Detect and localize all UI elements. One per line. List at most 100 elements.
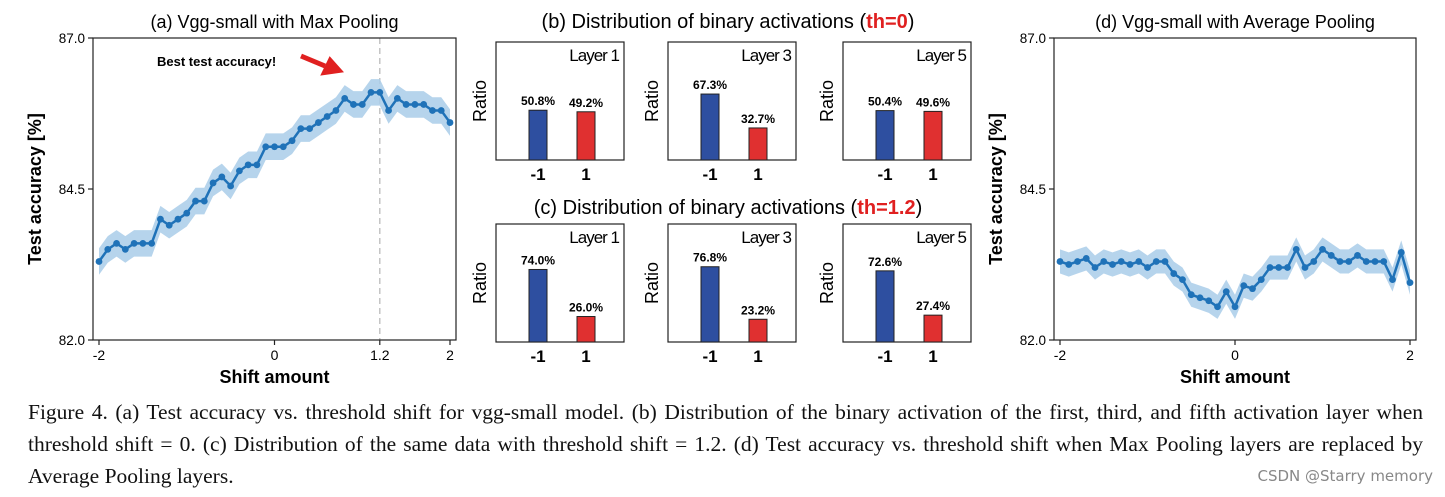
data-point — [1179, 276, 1186, 283]
data-point — [165, 221, 173, 229]
x-tick-label: 1.2 — [370, 347, 390, 363]
data-point — [1345, 258, 1353, 265]
x-tick-label: 1 — [928, 165, 937, 184]
data-point — [1074, 258, 1081, 265]
data-point — [1144, 264, 1151, 271]
panel-label: Layer 5 — [916, 228, 966, 247]
data-point — [1196, 294, 1204, 302]
panel-frame — [667, 223, 797, 343]
data-point — [446, 119, 454, 126]
chart-title: (c) Distribution of binary activations (… — [534, 197, 922, 219]
data-point — [1327, 252, 1335, 259]
data-point — [1187, 291, 1195, 299]
x-tick-label: 1 — [753, 347, 762, 366]
x-tick-label: -1 — [877, 347, 892, 366]
annotation-arrow-shaft — [300, 53, 326, 69]
y-axis-label: Ratio — [817, 80, 837, 122]
data-point — [244, 161, 252, 169]
chart-title: (b) Distribution of binary activations (… — [542, 11, 915, 33]
x-tick-label: -1 — [702, 347, 717, 366]
data-point — [1117, 258, 1125, 265]
bar — [576, 111, 596, 161]
x-tick-label: -2 — [1054, 347, 1067, 363]
data-point — [288, 137, 296, 145]
bar-value-label: 67.3% — [693, 78, 727, 92]
bar-value-label: 74.0% — [521, 253, 555, 267]
data-point — [1214, 303, 1221, 311]
bar-value-label: 23.2% — [741, 303, 775, 317]
data-point — [1126, 261, 1134, 268]
data-point — [358, 101, 366, 108]
panel-label: Layer 3 — [741, 228, 791, 247]
data-point — [1380, 258, 1388, 265]
bar — [748, 127, 768, 161]
bar-value-label: 50.4% — [868, 95, 902, 109]
bar — [700, 93, 720, 161]
panel-label: Layer 1 — [569, 228, 619, 247]
data-point — [402, 101, 410, 108]
bar-value-label: 27.4% — [916, 299, 950, 313]
data-point — [297, 125, 305, 132]
data-point — [367, 88, 375, 96]
bar-value-label: 32.7% — [741, 112, 775, 126]
y-tick-label: 84.5 — [59, 182, 85, 197]
x-tick-label: -1 — [702, 165, 717, 184]
bar-panel-1: Layer 1 Ratio 74.0% -1 26.0% 1 — [470, 223, 625, 366]
chart-a: (a) Vgg-small with Max Pooling 82.0 84.5 87… — [25, 12, 457, 387]
data-point — [262, 143, 270, 151]
y-tick-label: 82.0 — [59, 333, 85, 348]
data-point — [314, 119, 322, 126]
bar — [875, 110, 895, 161]
bar — [923, 314, 943, 343]
bar-panel-2: Layer 3 Ratio 76.8% -1 23.2% 1 — [642, 223, 797, 366]
caption-line-1: Figure 4. (a) Test accuracy vs. threshol… — [28, 400, 1226, 424]
data-point — [157, 215, 164, 223]
x-axis-label: Shift amount — [220, 367, 330, 387]
data-point — [192, 197, 199, 205]
title-suffix: ) — [916, 197, 923, 219]
x-tick-label: 1 — [753, 165, 762, 184]
data-point — [420, 101, 428, 108]
data-point — [104, 246, 112, 253]
data-point — [271, 143, 278, 151]
data-point — [1389, 276, 1396, 283]
panel-frame — [495, 41, 625, 161]
bar-panel-3: Layer 5 Ratio 50.4% -1 49.6% 1 — [817, 41, 972, 184]
data-point — [1354, 252, 1361, 259]
figure-caption: Figure 4. (a) Test accuracy vs. threshol… — [28, 396, 1423, 492]
bar — [528, 268, 548, 343]
x-tick-label: -1 — [530, 165, 545, 184]
x-tick-label: -1 — [530, 347, 545, 366]
data-point — [236, 167, 243, 175]
panel-label: Layer 3 — [741, 46, 791, 65]
panel-frame — [842, 41, 972, 161]
bar-panel-1: Layer 1 Ratio 50.8% -1 49.2% 1 — [470, 41, 625, 184]
y-axis-label: Ratio — [470, 80, 490, 122]
title-highlight: th=0 — [866, 11, 908, 33]
data-point — [227, 182, 235, 190]
x-axis-label: Shift amount — [1180, 367, 1290, 387]
data-point — [1310, 258, 1318, 265]
data-point — [218, 173, 226, 181]
data-point — [1222, 288, 1230, 296]
data-point — [1100, 258, 1108, 265]
y-axis-label: Ratio — [642, 80, 662, 122]
data-point — [139, 239, 147, 247]
data-point — [1275, 264, 1283, 271]
data-point — [1397, 249, 1405, 256]
y-tick-label: 82.0 — [1020, 333, 1046, 348]
data-point — [1257, 276, 1265, 283]
annotation-arrow-head — [320, 56, 344, 76]
data-point — [253, 161, 261, 169]
bar-value-label: 76.8% — [693, 251, 727, 265]
title-prefix: (b) Distribution of binary activations ( — [542, 11, 867, 33]
panel-label: Layer 1 — [569, 46, 619, 65]
title-highlight: th=1.2 — [857, 197, 915, 219]
data-point — [1109, 261, 1116, 268]
chart-title: (a) Vgg-small with Max Pooling — [150, 12, 398, 32]
bar-value-label: 26.0% — [569, 301, 603, 315]
panel-frame — [667, 41, 797, 161]
bar-panel-2: Layer 3 Ratio 67.3% -1 32.7% 1 — [642, 41, 797, 184]
y-axis-label: Test accuracy [%] — [25, 113, 45, 265]
data-point — [95, 258, 103, 265]
